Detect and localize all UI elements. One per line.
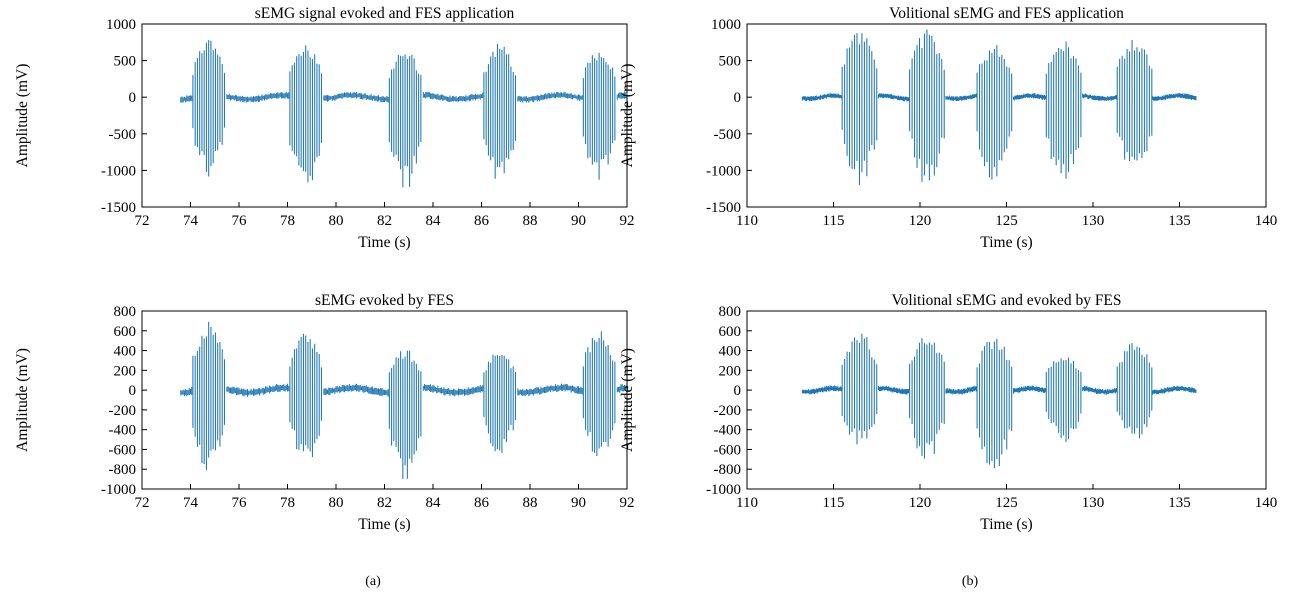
x-tick-label: 74 [183, 495, 199, 511]
x-tick-label: 80 [329, 213, 344, 229]
signal-trace [801, 29, 1197, 186]
x-tick-label: 76 [232, 213, 248, 229]
y-tick-label: -1500 [101, 200, 136, 216]
y-tick-label: 0 [129, 90, 137, 106]
x-tick-label: 72 [135, 495, 150, 511]
y-tick-label: 200 [114, 363, 137, 379]
chart-panel-top-right: Volitional sEMG and FES application 110 11… [619, 5, 1277, 251]
x-tick-label: 110 [736, 213, 758, 229]
y-tick-label: -400 [714, 423, 742, 439]
x-tick-label: 84 [426, 213, 442, 229]
y-tick-label: 1000 [711, 17, 741, 33]
x-axis-label: Time (s) [358, 516, 410, 533]
x-tick-label: 72 [135, 213, 150, 229]
x-tick-label: 135 [1168, 213, 1191, 229]
chart-title: Volitional sEMG and FES application [889, 5, 1124, 22]
y-tick-label: 0 [734, 90, 742, 106]
y-tick-label: -800 [109, 462, 137, 478]
signal-trace [801, 333, 1197, 469]
x-tick-label: 135 [1168, 495, 1191, 511]
y-tick-label: 500 [719, 54, 742, 70]
chart-title: sEMG signal evoked and FES application [255, 5, 515, 22]
x-tick-label: 115 [823, 495, 845, 511]
x-tick-label: 82 [377, 495, 392, 511]
y-tick-label: 600 [114, 324, 137, 340]
y-tick-label: 200 [719, 363, 742, 379]
y-tick-label: -800 [714, 462, 742, 478]
x-tick-label: 120 [909, 495, 932, 511]
x-tick-label: 78 [280, 213, 295, 229]
y-tick-label: -1000 [101, 482, 136, 498]
y-tick-label: 600 [719, 324, 742, 340]
x-tick-label: 80 [329, 495, 344, 511]
x-tick-label: 120 [909, 213, 932, 229]
x-tick-label: 125 [995, 495, 1018, 511]
x-tick-label: 110 [736, 495, 758, 511]
y-tick-label: 400 [114, 344, 137, 360]
y-axis-label: Amplitude (mV) [14, 64, 31, 168]
x-axis-label: Time (s) [980, 234, 1032, 251]
y-tick-label: 800 [719, 304, 742, 320]
y-axis-label: Amplitude (mV) [619, 348, 636, 452]
y-tick-label: 0 [734, 383, 742, 399]
x-tick-label: 140 [1255, 495, 1278, 511]
y-tick-label: 500 [114, 54, 137, 70]
y-tick-label: -200 [109, 403, 137, 419]
x-tick-label: 86 [474, 213, 490, 229]
chart-panel-bottom-left: sEMG evoked by FES 72 74 76 78 80 82 84 86 88 90 92… [14, 292, 635, 533]
x-tick-label: 88 [523, 213, 538, 229]
x-tick-label: 88 [523, 495, 538, 511]
y-tick-label: -600 [714, 442, 742, 458]
x-axis-label: Time (s) [358, 234, 410, 251]
y-axis-label: Amplitude (mV) [619, 64, 636, 168]
x-tick-label: 82 [377, 213, 392, 229]
x-tick-label: 90 [571, 495, 586, 511]
x-tick-label: 92 [620, 213, 635, 229]
chart-panel-bottom-right: Volitional sEMG and evoked by FES 110 115 1… [619, 292, 1277, 533]
x-tick-label: 76 [232, 495, 248, 511]
subfigure-caption-a: (a) [365, 574, 381, 589]
x-tick-label: 125 [995, 213, 1018, 229]
y-tick-label: -1000 [101, 163, 136, 179]
subfigure-caption-b: (b) [962, 574, 979, 589]
x-tick-label: 84 [426, 495, 442, 511]
y-tick-label: -500 [714, 127, 742, 143]
y-tick-label: -200 [714, 403, 742, 419]
chart-panel-top-left: sEMG signal evoked and FES application 72… [14, 5, 635, 251]
x-tick-label: 115 [823, 213, 845, 229]
y-tick-label: -1500 [706, 200, 741, 216]
x-tick-label: 92 [620, 495, 635, 511]
chart-title: sEMG evoked by FES [315, 292, 454, 309]
chart-title: Volitional sEMG and evoked by FES [891, 292, 1121, 309]
y-tick-label: -1000 [706, 163, 741, 179]
x-tick-label: 140 [1255, 213, 1278, 229]
y-tick-label: -400 [109, 423, 137, 439]
x-tick-label: 78 [280, 495, 295, 511]
plot-frame [141, 310, 628, 490]
y-tick-label: 1000 [106, 17, 136, 33]
y-tick-label: 800 [114, 304, 137, 320]
y-axis-label: Amplitude (mV) [14, 348, 31, 452]
y-tick-label: 400 [719, 344, 742, 360]
y-tick-label: 0 [129, 383, 137, 399]
x-tick-label: 86 [474, 495, 490, 511]
y-tick-label: -500 [109, 127, 137, 143]
x-axis-label: Time (s) [980, 516, 1032, 533]
y-tick-label: -600 [109, 442, 137, 458]
signal-trace [180, 40, 628, 188]
x-tick-label: 74 [183, 213, 199, 229]
x-tick-label: 130 [1082, 495, 1105, 511]
x-tick-label: 130 [1082, 213, 1105, 229]
y-tick-label: -1000 [706, 482, 741, 498]
plot-frame [141, 23, 628, 208]
x-tick-label: 90 [571, 213, 586, 229]
signal-trace [180, 321, 628, 479]
